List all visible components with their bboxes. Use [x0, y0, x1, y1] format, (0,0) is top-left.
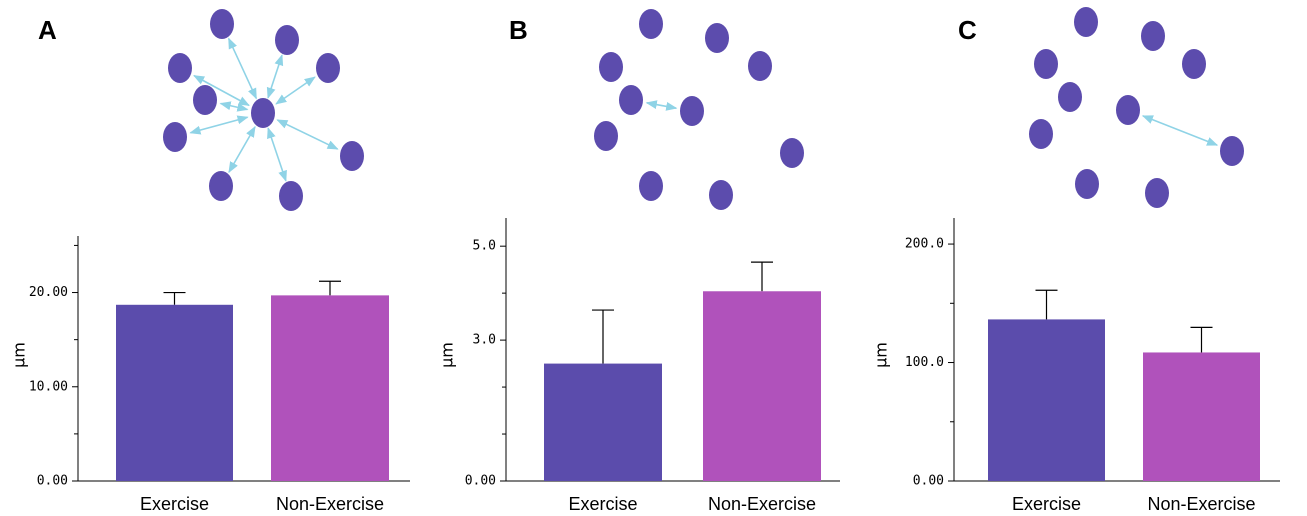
cell	[780, 138, 804, 168]
distance-arrow	[647, 103, 677, 108]
cell	[1029, 119, 1053, 149]
y-tick-label: 0.00	[465, 474, 496, 489]
distance-arrow	[229, 39, 257, 99]
y-tick-label: 0.00	[37, 474, 68, 489]
cell	[680, 96, 704, 126]
cell	[1034, 49, 1058, 79]
cell	[639, 171, 663, 201]
cell	[619, 85, 643, 115]
panel-label: A	[38, 15, 57, 45]
cell	[1141, 21, 1165, 51]
cell	[340, 141, 364, 171]
y-tick-label: 20.00	[29, 285, 68, 300]
cell	[275, 25, 299, 55]
cell	[1220, 136, 1244, 166]
cell	[748, 51, 772, 81]
y-tick-label: 3.0	[473, 333, 496, 348]
bar	[544, 364, 662, 481]
y-tick-label: 0.00	[913, 474, 944, 489]
cell	[1075, 169, 1099, 199]
y-tick-label: 5.0	[473, 239, 496, 254]
cell	[599, 52, 623, 82]
bar	[703, 291, 821, 481]
cell	[1182, 49, 1206, 79]
distance-arrow	[221, 103, 248, 109]
bar	[271, 295, 389, 481]
cell	[193, 85, 217, 115]
figure: Aμm 0.00 10.00 20.00 Exercise Non-Exercise Bμm…	[0, 0, 1307, 516]
x-tick-label: Non-Exercise	[1147, 494, 1255, 514]
cell	[163, 122, 187, 152]
distance-arrow	[277, 120, 337, 149]
y-axis-label: μm	[872, 342, 891, 368]
cell	[639, 9, 663, 39]
distance-arrow	[229, 127, 255, 172]
y-tick-label: 10.00	[29, 379, 68, 394]
cell	[210, 9, 234, 39]
cell	[594, 121, 618, 151]
bar	[1143, 352, 1260, 481]
cell	[705, 23, 729, 53]
distance-arrow	[276, 77, 315, 104]
bar	[988, 319, 1105, 481]
y-tick-label: 100.0	[905, 355, 944, 370]
x-tick-label: Exercise	[568, 494, 637, 514]
distance-arrow	[268, 55, 282, 98]
y-axis-label: μm	[438, 342, 457, 368]
cell	[316, 53, 340, 83]
distance-arrow	[268, 128, 286, 181]
y-tick-label: 200.0	[905, 237, 944, 252]
distance-arrow	[1143, 116, 1217, 145]
x-tick-label: Non-Exercise	[276, 494, 384, 514]
cell	[168, 53, 192, 83]
cell	[1116, 95, 1140, 125]
cell	[1145, 178, 1169, 208]
cell-diagrams	[163, 7, 1244, 211]
y-axis-label: μm	[10, 342, 29, 368]
x-tick-label: Exercise	[1012, 494, 1081, 514]
cell	[279, 181, 303, 211]
bar	[116, 305, 233, 481]
cell	[209, 171, 233, 201]
cell	[1058, 82, 1082, 112]
x-tick-label: Exercise	[140, 494, 209, 514]
panel-label: B	[509, 15, 528, 45]
distance-arrow	[190, 117, 247, 133]
cell	[1074, 7, 1098, 37]
x-tick-label: Non-Exercise	[708, 494, 816, 514]
panel-label: C	[958, 15, 977, 45]
cell	[709, 180, 733, 210]
cell	[251, 98, 275, 128]
